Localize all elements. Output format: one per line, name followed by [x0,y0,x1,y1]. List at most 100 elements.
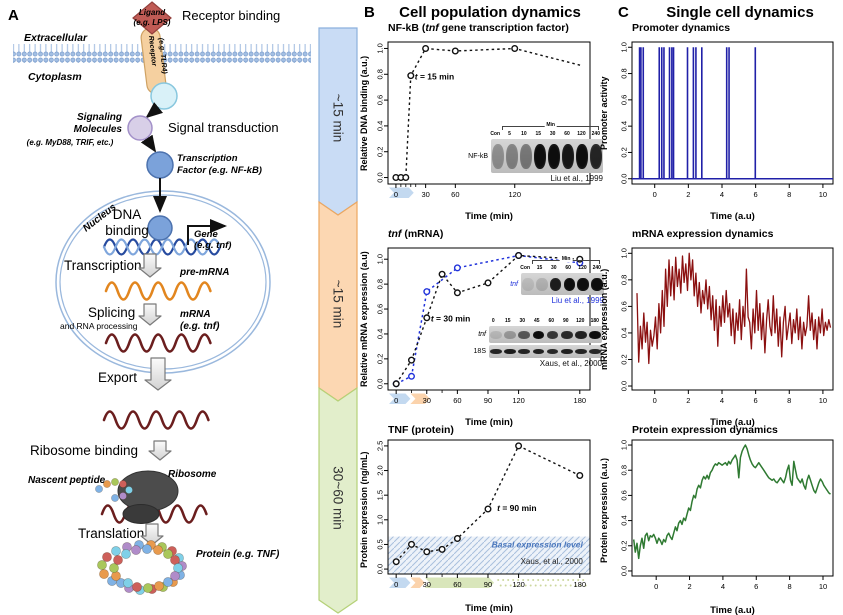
process-arrow-ribosome-binding [148,440,172,461]
svg-text:Time (a.u): Time (a.u) [710,417,755,428]
svg-text:0.0: 0.0 [376,379,385,389]
svg-text:0.8: 0.8 [620,68,629,78]
gel-inset-tnf-northern-xaus: 0 15 30 45 60 90 120 180 tnf 18S Xaus, et al., 200… [473,318,602,368]
nfkb-dna-binding-plot: 0 30 60 120 0.0 0.2 0.4 0.6 0.8 1.0 t = 15 min Time… [376,41,591,222]
label-signaling-2: Molecules [74,124,123,135]
label-pre-mrna: pre-mRNA [179,267,229,278]
label-gene-2: (e.g. tnf) [194,240,231,251]
svg-text:0: 0 [394,580,398,589]
tnf-protein-plot: 0 30 60 90 120 180 0.0 0.5 1.0 1.5 2.0 2.5 t = 90 mi… [376,439,591,614]
svg-text:0.2: 0.2 [620,147,629,157]
svg-text:Basal expression level: Basal expression level [492,539,584,549]
chart-tnf-mrna: tnf (mRNA) Relative mRNA expression (a.u… [358,228,610,428]
svg-text:0: 0 [394,190,398,199]
label-receptor-example: (e.g. TLR4) [157,37,168,74]
gene-arrow [187,219,227,245]
svg-text:90: 90 [484,580,492,589]
label-protein: Protein (e.g. TNF) [196,549,280,560]
signaling-molecule [127,115,153,141]
svg-text:Time (min): Time (min) [465,417,513,428]
svg-text:30: 30 [423,396,431,405]
svg-text:0: 0 [394,396,398,405]
svg-text:2.5: 2.5 [376,441,385,451]
svg-text:0.8: 0.8 [620,465,629,475]
svg-text:0.4: 0.4 [620,121,629,131]
chart-title: Protein expression dynamics [632,424,778,436]
svg-text:0: 0 [653,396,657,405]
signal-arrow-2 [140,134,157,153]
gel-inset-nfkb: Min Con 5 10 15 30 60 120 240 NF-kB Liu et al., 19… [468,122,603,183]
process-arrow-transcription [138,253,162,278]
dna-helix-strand-2 [102,238,222,256]
label-ligand-example: (e.g. LPS) [134,18,171,27]
chart-title: mRNA expression dynamics [632,228,774,240]
chart-protein-dynamics: Protein expression dynamics Protein expr… [598,424,843,615]
svg-text:1.0: 1.0 [376,43,385,53]
svg-text:6: 6 [754,582,758,591]
svg-text:0.0: 0.0 [620,381,629,391]
label-signaling-3: (e.g. MyD88, TRIF, etc.) [27,138,114,147]
svg-text:180: 180 [574,396,587,405]
svg-text:0.6: 0.6 [620,301,629,311]
svg-text:1.5: 1.5 [376,490,385,500]
svg-text:0.4: 0.4 [376,121,385,131]
label-mrna-2: (e.g. tnf) [180,321,220,332]
label-translation: Translation [78,526,144,541]
panel-b-label: B [364,4,375,21]
dna-bound-tf [147,215,173,241]
timescale-bar: ~15 min ~15 min 30~60 min [318,27,358,614]
svg-text:30: 30 [421,190,429,199]
chart-title: TNF (protein) [388,424,454,436]
svg-text:90: 90 [484,396,492,405]
svg-text:0.0: 0.0 [620,566,629,576]
chart-tnf-protein: TNF (protein) Protein expression (ng/mL)… [358,424,610,615]
protein-beads [97,540,187,595]
mrna-dynamics-plot: 0 2 4 6 8 10 0.0 0.2 0.4 0.6 0.8 1.0 Time (a.u) [620,247,834,428]
label-ligand: Ligand [139,8,166,17]
svg-text:0.0: 0.0 [376,172,385,182]
chart-title: NF-kB (tnf gene transcription factor) [388,22,569,34]
label-splicing: Splicing [88,305,135,320]
transcription-factor [146,151,174,179]
chart-promoter-dynamics: Promoter dynamics Promoter activity 0 2 4 6… [598,22,843,224]
svg-text:0.4: 0.4 [620,328,629,338]
svg-text:120: 120 [508,190,521,199]
svg-text:6: 6 [754,190,758,199]
svg-text:4: 4 [721,582,725,591]
svg-text:1.0: 1.0 [620,248,629,258]
panel-a-label: A [8,7,19,24]
svg-text:120: 120 [512,580,525,589]
adapter-molecule [150,82,178,110]
svg-text:0.8: 0.8 [376,69,385,79]
svg-text:2: 2 [687,582,691,591]
svg-text:0.4: 0.4 [620,515,629,525]
svg-text:60: 60 [451,190,459,199]
label-signal-transduction: Signal transduction [168,120,279,135]
svg-text:1.0: 1.0 [620,42,629,52]
svg-text:0.5: 0.5 [376,539,385,549]
label-receptor: Receptor [147,35,157,67]
label-mrna-1: mRNA [180,309,211,320]
label-signaling-1: Signaling [77,112,122,123]
signal-arrow-1 [145,102,164,119]
label-tf-2: Factor (e.g. NF-kB) [177,165,262,176]
label-ribosome-binding: Ribosome binding [30,443,138,458]
label-dna-binding-2: binding [105,223,149,238]
svg-text:10: 10 [819,396,827,405]
timescale-label-3: 30~60 min [331,466,346,529]
process-arrow-export [144,357,172,391]
y-axis-label: Protein expression (a.u.) [599,457,609,563]
panel-c-label: C [618,4,629,21]
svg-text:8: 8 [787,190,791,199]
panel-b-title: Cell population dynamics [399,4,581,21]
svg-text:0.4: 0.4 [376,329,385,339]
pathway-diagram: A Extracellular Cytoplasm Receptor (e.g.… [8,1,311,595]
svg-text:1.0: 1.0 [376,515,385,525]
label-cytoplasm: Cytoplasm [28,71,82,83]
timescale-label-2: ~15 min [331,280,346,328]
promoter-dynamics-plot: 0 2 4 6 8 10 0.0 0.2 0.4 0.6 0.8 1.0 Time (a.u) [620,41,834,222]
svg-text:10: 10 [819,190,827,199]
mrna-wave-nuclear [104,333,212,353]
nascent-peptide-beads [95,478,133,502]
label-dna-binding-1: DNA [113,207,142,222]
